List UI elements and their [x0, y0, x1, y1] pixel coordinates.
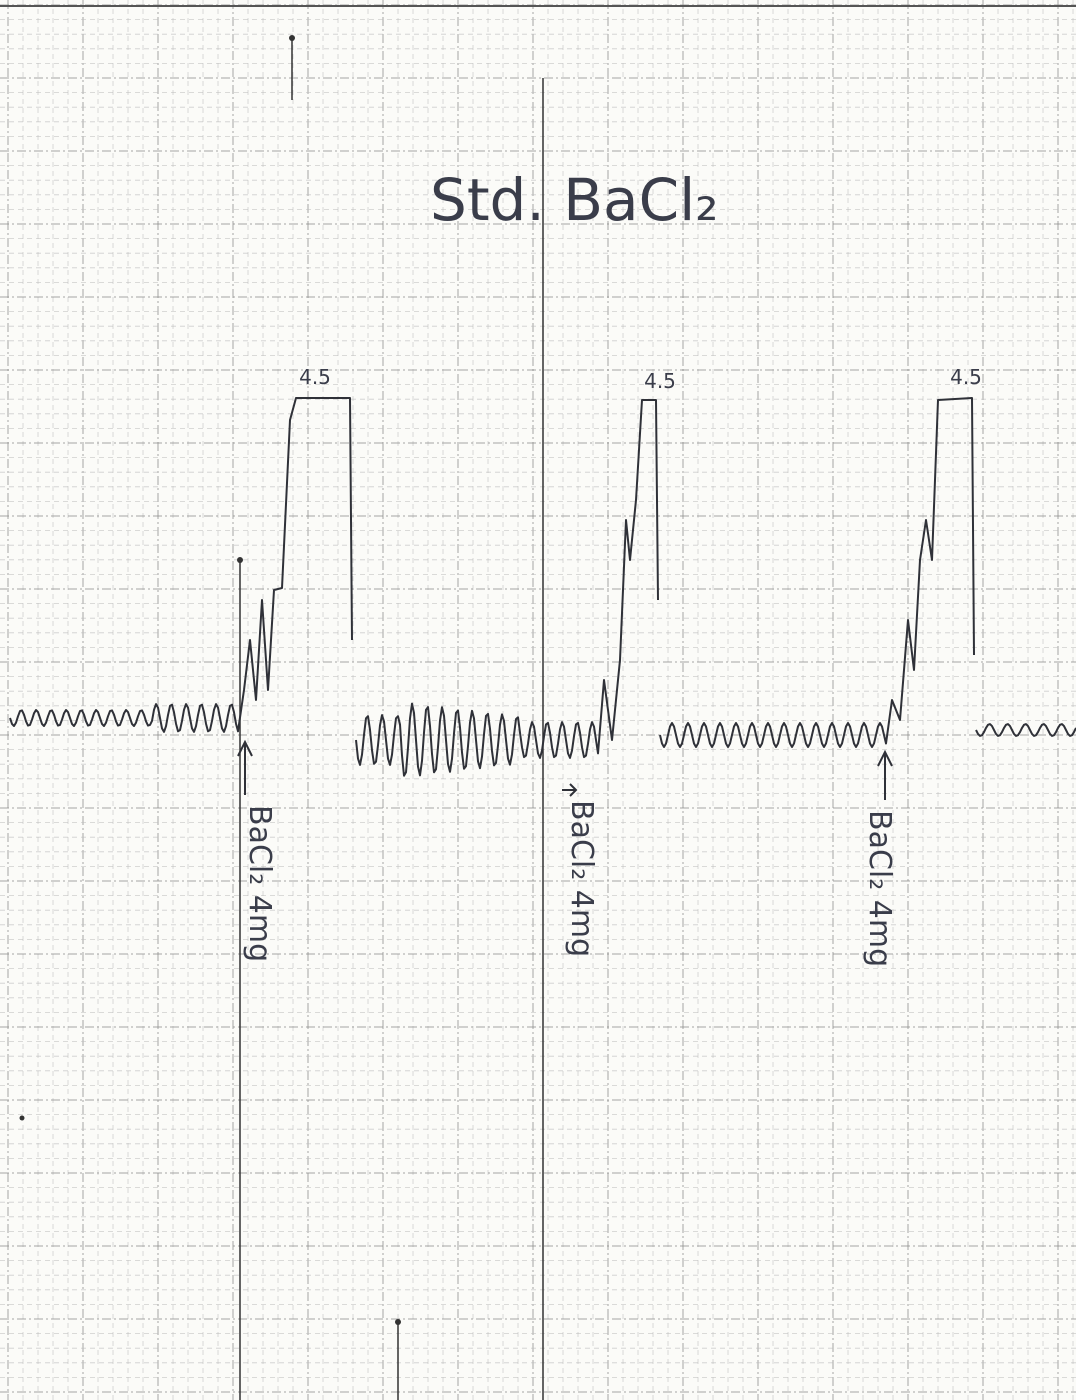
trace — [976, 724, 1076, 736]
arrows — [238, 742, 892, 800]
title: Std. BaCl₂ — [430, 166, 718, 234]
trace — [356, 400, 658, 776]
peak-label: 4.5 — [299, 365, 331, 389]
marker-dot — [237, 557, 243, 563]
trace — [10, 398, 352, 732]
arrow — [562, 784, 576, 796]
speck — [20, 1116, 25, 1121]
marker-dot — [395, 1319, 401, 1325]
annotation: BaCl₂ 4mg — [862, 810, 897, 967]
arrow — [878, 752, 892, 800]
annotation: BaCl₂ 4mg — [564, 800, 599, 957]
marker-dot — [289, 35, 295, 41]
peak-label: 4.5 — [950, 365, 982, 389]
kymograph-sheet: Std. BaCl₂ 4.5 4.5 4.5 BaCl₂ 4mg BaCl₂ 4… — [0, 0, 1076, 1400]
annotation: BaCl₂ 4mg — [242, 805, 277, 962]
trace — [660, 398, 974, 747]
peak-label: 4.5 — [644, 369, 676, 393]
